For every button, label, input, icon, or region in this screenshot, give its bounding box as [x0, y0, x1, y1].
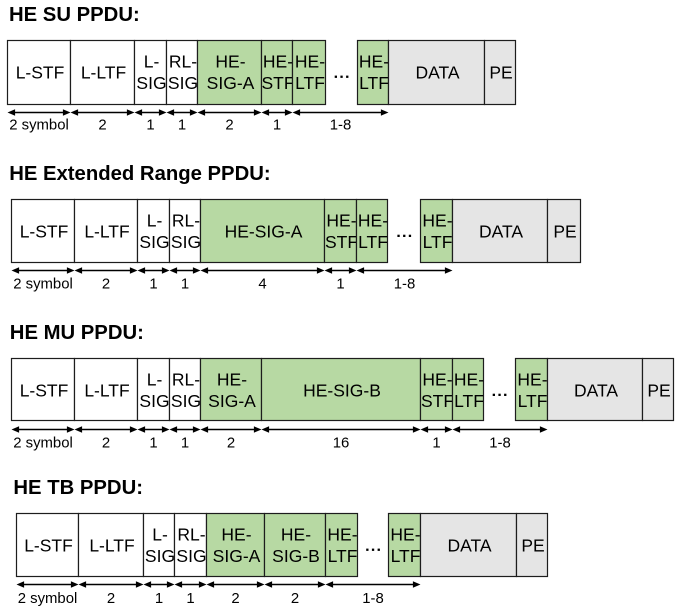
svg-text:1: 1: [178, 118, 186, 134]
svg-text:HE-SIG-A: HE-SIG-A: [225, 221, 303, 241]
svg-text:L-: L-: [147, 370, 163, 390]
svg-text:SIG: SIG: [139, 232, 169, 252]
svg-text:L-STF: L-STF: [20, 380, 69, 400]
svg-text:DATA: DATA: [447, 535, 491, 555]
svg-text:HE-: HE-: [215, 52, 245, 72]
svg-text:SIG-A: SIG-A: [207, 73, 255, 93]
svg-text:HE-: HE-: [359, 52, 389, 72]
svg-text:DATA: DATA: [415, 62, 459, 82]
svg-text:DATA: DATA: [479, 221, 523, 241]
svg-text:LTF: LTF: [391, 546, 421, 566]
svg-text:2: 2: [231, 591, 239, 607]
svg-text:1: 1: [273, 118, 281, 134]
svg-text:SIG: SIG: [176, 546, 206, 566]
svg-text:PE: PE: [489, 62, 512, 82]
svg-text:HE-: HE-: [217, 370, 247, 390]
svg-text:2: 2: [225, 118, 233, 134]
svg-text:HE-SIG-B: HE-SIG-B: [303, 380, 381, 400]
svg-text:HE SU PPDU:: HE SU PPDU:: [9, 4, 140, 26]
svg-text:LTF: LTF: [423, 232, 453, 252]
svg-text:DATA: DATA: [574, 380, 618, 400]
svg-text:LTF: LTF: [454, 391, 484, 411]
svg-text:1: 1: [155, 591, 163, 607]
svg-text:1: 1: [149, 436, 157, 452]
svg-text:SIG: SIG: [145, 546, 175, 566]
svg-text:1: 1: [336, 277, 344, 293]
svg-text:RL-: RL-: [172, 211, 200, 231]
svg-text:SIG: SIG: [171, 391, 201, 411]
svg-text:L-LTF: L-LTF: [81, 62, 126, 82]
svg-text:2: 2: [107, 591, 115, 607]
svg-text:SIG: SIG: [139, 391, 169, 411]
svg-text:SIG: SIG: [171, 232, 201, 252]
svg-text:L-: L-: [144, 52, 160, 72]
svg-text:16: 16: [333, 436, 350, 452]
svg-text:1: 1: [186, 591, 194, 607]
svg-text:STF: STF: [261, 73, 294, 93]
svg-text:LTF: LTF: [358, 232, 388, 252]
svg-text:L-LTF: L-LTF: [84, 221, 129, 241]
svg-text:SIG-A: SIG-A: [208, 391, 256, 411]
svg-text:1-8: 1-8: [330, 118, 352, 134]
svg-text:STF: STF: [325, 232, 358, 252]
svg-text:2: 2: [102, 277, 110, 293]
svg-text:HE-: HE-: [326, 211, 356, 231]
svg-text:HE TB PPDU:: HE TB PPDU:: [13, 477, 143, 499]
svg-text:HE-: HE-: [263, 52, 293, 72]
svg-text:PE: PE: [553, 221, 576, 241]
svg-text:HE-: HE-: [358, 211, 388, 231]
svg-text:LTF: LTF: [328, 546, 358, 566]
svg-text:2: 2: [291, 591, 299, 607]
svg-text:1: 1: [146, 118, 154, 134]
svg-text:HE-: HE-: [221, 525, 251, 545]
svg-text:RL-: RL-: [172, 370, 200, 390]
svg-text:HE-: HE-: [422, 211, 452, 231]
svg-text:L-LTF: L-LTF: [84, 380, 129, 400]
svg-text:HE-: HE-: [454, 370, 484, 390]
svg-text:STF: STF: [421, 391, 454, 411]
svg-text:RL-: RL-: [177, 525, 205, 545]
svg-text:1-8: 1-8: [362, 591, 384, 607]
svg-text:HE-: HE-: [390, 525, 420, 545]
svg-text:L-STF: L-STF: [16, 62, 65, 82]
svg-text:HE-: HE-: [422, 370, 452, 390]
svg-text:2: 2: [102, 436, 110, 452]
svg-text:2: 2: [227, 436, 235, 452]
svg-text:1-8: 1-8: [489, 436, 511, 452]
svg-text:1: 1: [432, 436, 440, 452]
svg-text:HE-: HE-: [517, 370, 547, 390]
svg-text:2 symbol: 2 symbol: [13, 436, 73, 452]
svg-text:4: 4: [258, 277, 266, 293]
svg-text:2 symbol: 2 symbol: [13, 277, 73, 293]
svg-text:PE: PE: [521, 535, 544, 555]
svg-text:SIG-A: SIG-A: [213, 546, 261, 566]
svg-text:LTF: LTF: [295, 73, 325, 93]
svg-text:2 symbol: 2 symbol: [9, 118, 69, 134]
svg-text:HE MU PPDU:: HE MU PPDU:: [10, 322, 144, 344]
svg-text:HE-: HE-: [281, 525, 311, 545]
svg-text:2: 2: [98, 118, 106, 134]
svg-text:SIG-B: SIG-B: [272, 546, 320, 566]
svg-text:HE Extended Range PPDU:: HE Extended Range PPDU:: [9, 163, 270, 185]
svg-text:L-LTF: L-LTF: [89, 535, 134, 555]
svg-text:LTF: LTF: [518, 391, 548, 411]
svg-text:1: 1: [149, 277, 157, 293]
svg-text:1-8: 1-8: [394, 277, 416, 293]
svg-text:1: 1: [181, 277, 189, 293]
svg-text:L-: L-: [147, 211, 163, 231]
svg-text:HE-: HE-: [295, 52, 325, 72]
svg-text:2 symbol: 2 symbol: [18, 591, 78, 607]
svg-text:SIG: SIG: [136, 73, 166, 93]
svg-text:SIG: SIG: [168, 73, 198, 93]
svg-text:HE-: HE-: [327, 525, 357, 545]
svg-text:LTF: LTF: [359, 73, 389, 93]
svg-text:PE: PE: [647, 380, 670, 400]
svg-text:L-STF: L-STF: [20, 221, 69, 241]
svg-text:1: 1: [181, 436, 189, 452]
svg-text:L-STF: L-STF: [24, 535, 73, 555]
svg-text:RL-: RL-: [169, 52, 197, 72]
svg-text:L-: L-: [152, 525, 168, 545]
